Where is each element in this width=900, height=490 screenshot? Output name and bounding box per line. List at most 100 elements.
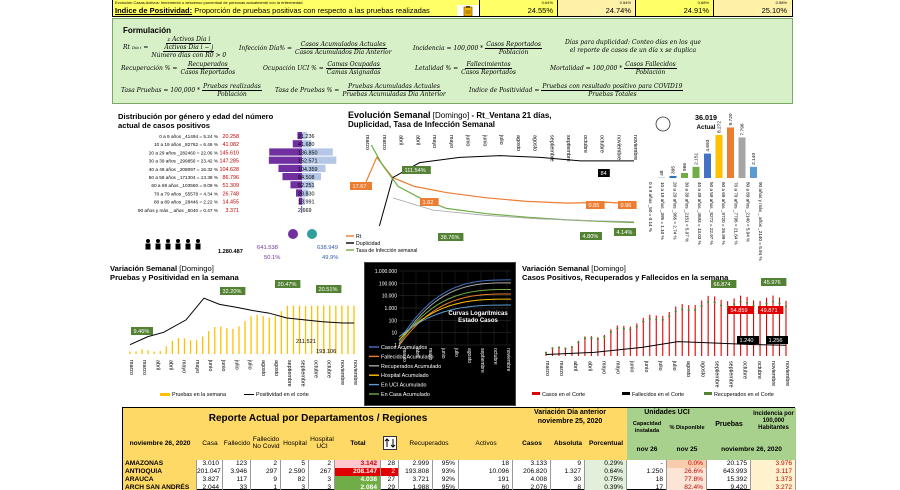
log-legend-item: Recuperados Acumulado [381,364,441,370]
cases-month-label: julio [671,360,677,371]
rt-line [365,156,635,205]
icu-age-label: 40 a 49 años _4693 = 13.03 % [697,182,702,245]
icu-bar-value: 9.720 [728,113,734,125]
tests-title: Variación Semanal [110,264,178,273]
col-activos: Activos [475,439,497,447]
tests-label-a: 32.20% [223,289,242,295]
person-icon [195,243,201,250]
cases-legend-item: Recuperados en el Corte [714,392,774,398]
icu-bar [669,175,677,178]
incidence-date: noviembre 26, 2020 [721,445,782,453]
top-indicators-strip: Evolución Casos Activos: Incremento o de… [112,0,793,17]
log-y-tick: 1 [394,343,397,349]
recovered-marker [713,301,716,304]
rt-label-h-box [580,232,602,240]
person-icon [186,239,190,243]
department-report-table: Reporte Actual por Departamentos / Regio… [122,407,796,490]
tests-month-label: octubre [312,360,318,378]
log-curve [398,279,512,342]
cell-cap: 18 [627,476,667,484]
cell-abs: 30 [551,476,585,484]
person-icon [166,239,170,243]
rt-chart: marzo marzo abril abril mayo mayo junio junio ju… [346,134,638,254]
rt-label-f-box [586,201,605,209]
cases-title: Variación Semanal [522,264,590,273]
pyramid-chart: 0 a 9 años _41494 = 5.24 % 20.258 21.236 10… [138,132,338,261]
col-recuperados: Recuperados [409,439,449,447]
cell-hosp: 2.590 [281,468,309,476]
duplicity-line [378,155,634,227]
cell-abs: 9 [551,460,585,468]
cases-month-label: marzo [558,361,564,376]
age-group-label: 0 a 9 años _41494 = 5.24 % [159,134,218,139]
rt-month-label: septiembre [548,135,554,162]
recovered-marker [707,300,710,303]
person-icon [175,243,181,250]
cell-casa: 201.047 [197,468,223,476]
log-month-label: septiembre [479,348,485,373]
cell-fall: 3.946 [223,468,251,476]
positivity-label-bold: Indice de Positividad: [115,6,193,15]
tests-month-label: julio [247,359,253,370]
cell-name: ARCH SAN ANDRÉS [123,484,197,490]
tests-legend-swatch [160,393,170,396]
icu-age-label: 60 a 69 años _9720 = 26.99 % [721,182,726,245]
women-value: 52.251 [298,183,315,189]
tests-month-label: septiembre [299,360,305,387]
icu-bar-value: 2.140 [751,153,757,165]
positivity-label-rest: Proporción de pruebas positivas con resp… [192,6,430,15]
rt-month-label: abril [414,135,420,145]
log-curve [398,304,512,338]
recovered-marker [648,317,651,320]
icu-age-panel: 36.019 Actual 48 395 966 2.151 4.693 8.272 9.720… [643,108,780,262]
cell-act: 191 [459,476,513,484]
report-title: Reporte Actual por Departamentos / Regio… [208,412,428,424]
age-group-label: 10 a 19 años _82762 = 6.46 % [154,142,218,147]
men-bar [268,156,302,164]
rt-label-e-box [598,169,610,177]
cell-uci: 3 [309,476,335,484]
tests-label-b: 20.47% [278,282,297,288]
cell-pct: 0.29% [585,460,627,468]
rt-month-label: mayo [448,135,454,148]
sort-arrows-icon[interactable] [381,430,399,456]
cases-month-label: marzo [544,361,550,376]
men-value: 14.455 [223,200,240,206]
rt-label-g: 0.96 [621,203,632,209]
cell-delta: 29 [381,484,399,490]
cases-legend-swatch [622,392,630,395]
women-bar [302,181,314,189]
rt-label-a: 17.67 [353,184,367,190]
cases-label-a-box [711,280,737,288]
icu-age-label: 50 a 59 años _8272 = 22.97 % [709,182,714,245]
positivity-label: Indice de Positividad: Proporción de pru… [113,5,457,16]
rt-month-label: junio [465,134,471,146]
recovered-marker [694,308,697,312]
cell-total: 2.084 [335,484,381,490]
table-row[interactable]: ARAUCA 3.827 117 9 82 3 4.038 27 3.721 92% 191 4.00… [123,476,796,484]
table-row[interactable]: ANTIOQUIA 201.047 3.946 297 2.590 267 208.147 2… [123,468,796,476]
icu-age-label: 80 a 89 años _2140 = 5.94 % [746,182,751,242]
rt-title-rest: - Rt_Ventana 21 días, Duplicidad, Tasa d… [348,111,552,129]
cell-pru: 643.993 [707,468,751,476]
recovered-marker [551,347,554,350]
cell-pru: 15.392 [707,476,751,484]
table-row[interactable]: ARCH SAN ANDRÉS 2.044 33 1 3 3 2.084 29 1.988 95%… [123,484,796,490]
icu-age-label: 30 a 39 años _2151 = 5.97 % [685,182,690,242]
table-row[interactable]: AMAZONAS 3.010 123 2 5 2 3.142 28 2.999 95% 18 3.13… [123,460,796,468]
rt-label-e: 84 [601,171,607,177]
cases-legend-item: Fallecidos en el Corte [632,392,684,398]
icu-total-label: Actual [697,124,716,131]
cell-hosp: 82 [281,476,309,484]
cell-casos: 4.008 [513,476,551,484]
cell-fnc: 297 [251,468,281,476]
women-value: 104.359 [298,167,318,173]
women-value: 21.236 [298,134,315,140]
log-month-label: agosto [466,348,472,363]
women-value: 13.991 [298,200,315,206]
active-cases-value-3: 0.68% [635,0,713,5]
person-icon [176,239,180,243]
cases-label-b: 45.976 [764,280,781,286]
rt-label-i-box [614,228,636,236]
